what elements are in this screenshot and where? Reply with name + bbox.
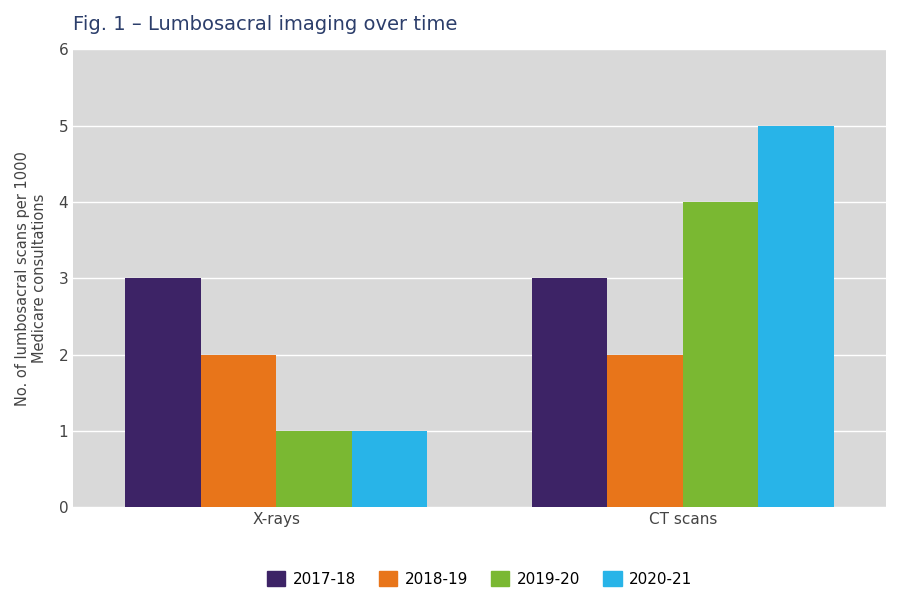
Bar xyxy=(277,431,351,507)
Bar xyxy=(759,125,833,507)
Bar xyxy=(125,278,201,507)
Bar xyxy=(683,202,759,507)
Legend: 2017-18, 2018-19, 2019-20, 2020-21: 2017-18, 2018-19, 2019-20, 2020-21 xyxy=(260,565,698,593)
Bar xyxy=(201,354,277,507)
Y-axis label: No. of lumbosacral scans per 1000
Medicare consultations: No. of lumbosacral scans per 1000 Medica… xyxy=(15,151,48,406)
Bar xyxy=(532,278,607,507)
Bar xyxy=(607,354,683,507)
Text: Fig. 1 – Lumbosacral imaging over time: Fig. 1 – Lumbosacral imaging over time xyxy=(73,15,458,34)
Bar xyxy=(351,431,427,507)
